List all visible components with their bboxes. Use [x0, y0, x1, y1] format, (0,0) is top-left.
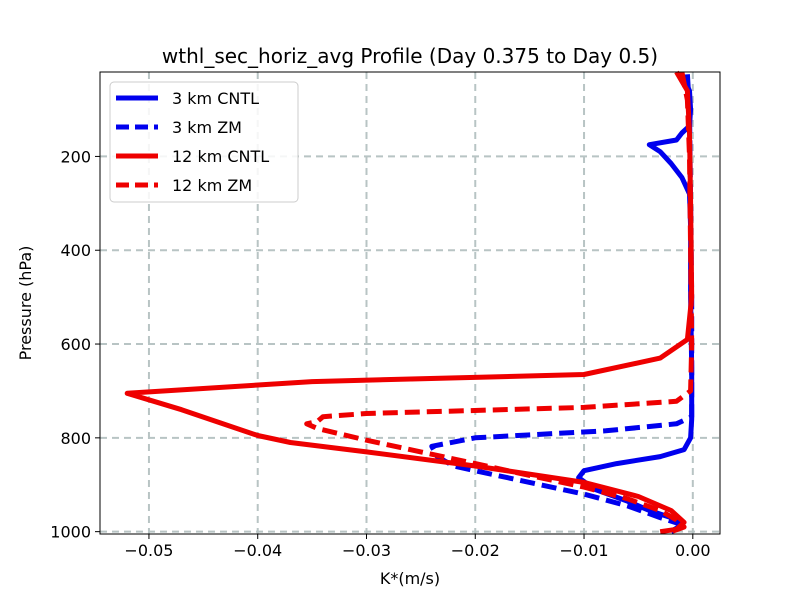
legend-label: 3 km ZM: [172, 118, 242, 137]
legend-label: 3 km CNTL: [172, 89, 259, 108]
y-tick-label: 1000: [50, 523, 91, 542]
series-line-12-km-zm: [304, 71, 695, 535]
y-axis-label: Pressure (hPa): [16, 246, 35, 361]
y-tick-label: 200: [60, 147, 91, 166]
x-tick-label: −0.04: [233, 541, 282, 560]
y-tick-label: 600: [60, 335, 91, 354]
legend-entries: 3 km CNTL 3 km ZM 12 km CNTL 12 km ZM: [116, 89, 269, 195]
y-tick-label: 800: [60, 429, 91, 448]
y-axis-ticks: 200 400 600 800 1000: [50, 147, 100, 542]
x-tick-label: −0.03: [342, 541, 391, 560]
plot-series: [124, 70, 695, 535]
chart-title: wthl_sec_horiz_avg Profile (Day 0.375 to…: [162, 44, 658, 68]
legend: 3 km CNTL 3 km ZM 12 km CNTL 12 km ZM: [109, 81, 299, 203]
y-tick-label: 400: [60, 241, 91, 260]
plot-frame: [99, 71, 721, 535]
legend-label: 12 km ZM: [172, 176, 252, 195]
legend-label: 12 km CNTL: [172, 147, 269, 166]
x-axis-label: K*(m/s): [380, 569, 440, 588]
legend-box: [109, 81, 299, 203]
x-axis-ticks: −0.05 −0.04 −0.03 −0.02 −0.01 0.00: [124, 534, 711, 560]
x-tick-label: −0.01: [560, 541, 609, 560]
x-tick-label: 0.00: [675, 541, 711, 560]
x-tick-label: −0.02: [451, 541, 500, 560]
x-tick-label: −0.05: [124, 541, 173, 560]
